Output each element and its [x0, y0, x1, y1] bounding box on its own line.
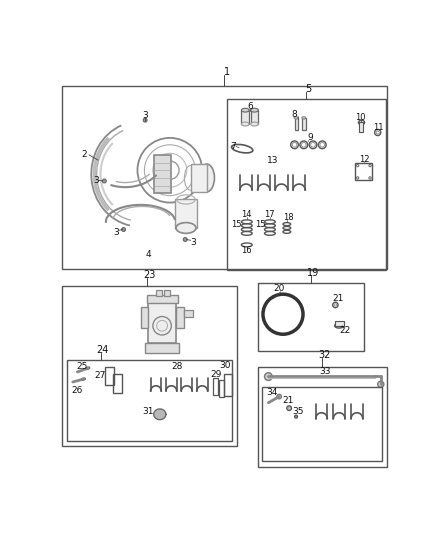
- Bar: [62, 85, 387, 269]
- Bar: [191, 164, 207, 192]
- Text: 4: 4: [145, 249, 151, 259]
- Ellipse shape: [302, 117, 306, 119]
- Text: 16: 16: [241, 246, 252, 255]
- Ellipse shape: [251, 108, 258, 112]
- Bar: [355, 163, 372, 180]
- Circle shape: [122, 228, 126, 231]
- Bar: [175, 199, 197, 228]
- Text: 27: 27: [95, 370, 106, 379]
- Text: 1: 1: [224, 68, 230, 77]
- Bar: [67, 360, 232, 441]
- Bar: [184, 310, 193, 317]
- Text: 24: 24: [97, 345, 109, 356]
- Polygon shape: [154, 409, 166, 419]
- Text: 20: 20: [273, 284, 285, 293]
- Text: 34: 34: [267, 388, 278, 397]
- Ellipse shape: [199, 164, 215, 192]
- Bar: [241, 110, 249, 124]
- Bar: [176, 306, 184, 328]
- Ellipse shape: [251, 122, 258, 126]
- Bar: [141, 306, 148, 328]
- Circle shape: [183, 238, 187, 241]
- Bar: [251, 110, 258, 124]
- Bar: [219, 379, 224, 397]
- Bar: [302, 118, 306, 130]
- Bar: [62, 286, 237, 446]
- Text: 22: 22: [340, 326, 351, 335]
- Text: 11: 11: [373, 123, 384, 132]
- Text: 18: 18: [283, 213, 294, 222]
- Bar: [335, 321, 344, 326]
- Bar: [294, 118, 298, 130]
- Text: 15: 15: [232, 220, 242, 229]
- Bar: [258, 367, 387, 467]
- Text: 3: 3: [190, 238, 196, 247]
- Text: 3: 3: [113, 228, 119, 237]
- Text: 3: 3: [93, 176, 99, 185]
- Text: 5: 5: [305, 84, 311, 94]
- Text: 17: 17: [265, 211, 275, 220]
- Text: 3: 3: [142, 111, 148, 120]
- Bar: [156, 289, 162, 296]
- Text: 29: 29: [210, 370, 222, 379]
- Ellipse shape: [176, 223, 196, 233]
- Ellipse shape: [294, 117, 298, 119]
- Bar: [105, 367, 114, 385]
- Circle shape: [277, 394, 282, 399]
- Bar: [213, 378, 218, 395]
- Text: 10: 10: [356, 112, 366, 122]
- Text: 8: 8: [292, 109, 297, 118]
- Text: 6: 6: [247, 102, 253, 111]
- Bar: [224, 374, 232, 396]
- Text: 26: 26: [72, 386, 83, 395]
- Text: 21: 21: [333, 294, 344, 303]
- Text: 13: 13: [267, 157, 279, 165]
- Ellipse shape: [241, 108, 249, 112]
- Bar: [147, 295, 177, 303]
- Text: 2: 2: [81, 150, 87, 159]
- Text: 15: 15: [254, 220, 265, 229]
- Text: 14: 14: [241, 211, 252, 220]
- Text: 12: 12: [359, 155, 369, 164]
- Circle shape: [265, 373, 272, 381]
- Circle shape: [143, 118, 147, 122]
- Circle shape: [102, 179, 106, 183]
- Ellipse shape: [85, 367, 90, 369]
- Text: 30: 30: [219, 361, 231, 370]
- Text: 31: 31: [142, 408, 154, 416]
- Text: 23: 23: [143, 270, 155, 280]
- Ellipse shape: [335, 324, 344, 328]
- Bar: [359, 123, 363, 132]
- Text: 19: 19: [307, 269, 319, 278]
- Bar: [258, 284, 364, 351]
- Bar: [164, 289, 170, 296]
- Text: 32: 32: [318, 350, 331, 360]
- Text: 7: 7: [230, 142, 236, 151]
- Text: 28: 28: [172, 362, 183, 371]
- Text: 35: 35: [293, 408, 304, 416]
- Ellipse shape: [81, 378, 85, 381]
- Text: 33: 33: [320, 367, 331, 376]
- Circle shape: [378, 381, 384, 387]
- Text: 9: 9: [307, 133, 313, 142]
- Ellipse shape: [241, 122, 249, 126]
- Bar: [262, 387, 382, 461]
- Text: 25: 25: [76, 362, 88, 371]
- Bar: [145, 343, 179, 353]
- Bar: [148, 301, 176, 343]
- Text: 21: 21: [283, 396, 294, 405]
- Bar: [227, 99, 386, 270]
- Circle shape: [294, 415, 298, 418]
- Bar: [154, 155, 170, 193]
- Bar: [113, 374, 122, 393]
- Ellipse shape: [358, 120, 364, 125]
